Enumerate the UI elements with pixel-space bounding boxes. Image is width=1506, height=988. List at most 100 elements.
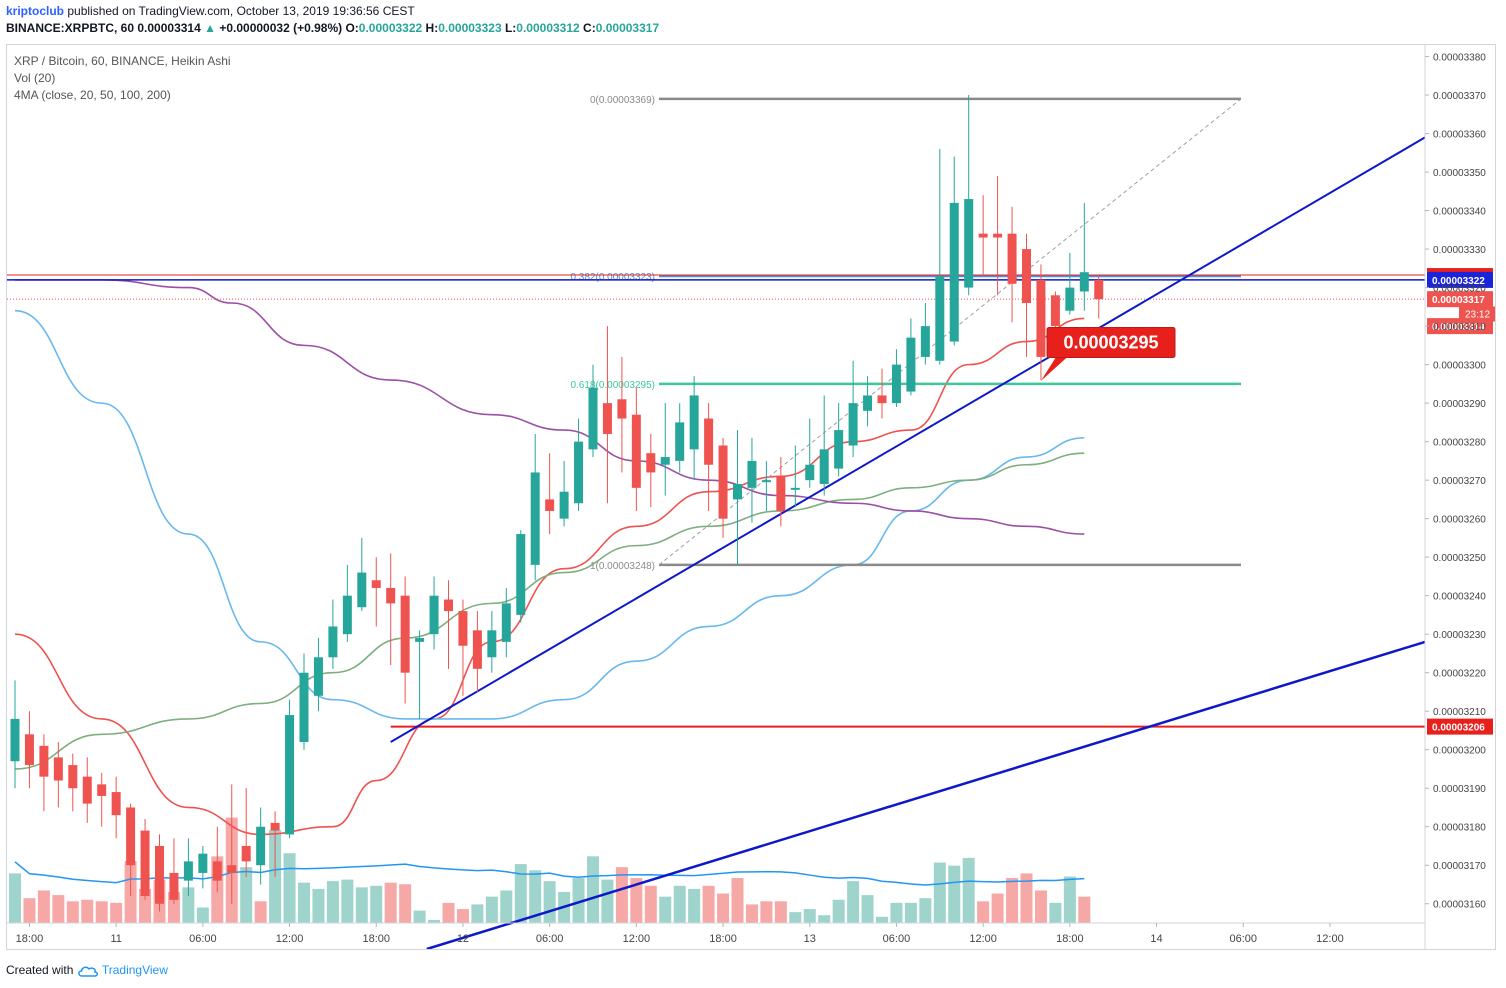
y-tick-label: 0.00003290 (1433, 399, 1486, 410)
volume-bar (933, 862, 946, 923)
volume-bar (196, 907, 209, 923)
candle-body (718, 445, 728, 519)
candle-body (140, 830, 150, 897)
publish-line: kriptoclub published on TradingView.com,… (6, 4, 415, 18)
candle-body (704, 418, 714, 465)
y-tick-label: 0.00003300 (1433, 361, 1486, 372)
candle-body (212, 861, 222, 881)
x-tick-label: 18:00 (16, 933, 44, 945)
price-axis-tag (1427, 291, 1493, 308)
volume-bar (587, 856, 599, 923)
candle-body (877, 395, 887, 404)
candle-body (198, 853, 208, 873)
candle-body (602, 403, 612, 434)
candle-body (1050, 295, 1060, 327)
candle-body (617, 399, 627, 419)
last-price: 0.00003314 (137, 21, 201, 35)
volume-bar (110, 902, 123, 923)
volume-bar (399, 884, 412, 923)
candle-body (516, 534, 526, 615)
volume-bar (37, 890, 50, 923)
chart-frame[interactable]: 0(0.00003369) 0.382(0.00003323) 0.618(0.00… (6, 44, 1496, 950)
price-axis-tag (1427, 718, 1493, 735)
candle-body (111, 792, 121, 816)
fib-level-label: 0(0.00003369) (590, 95, 655, 106)
price-axis-tag (1427, 271, 1493, 288)
volume-bar (832, 899, 845, 923)
legend-title[interactable]: XRP / Bitcoin, 60, BINANCE, Heikin Ashi (14, 54, 231, 68)
y-tick-label: 0.00003180 (1433, 823, 1486, 834)
volume-bar (644, 885, 657, 923)
volume-bar (283, 853, 296, 923)
candle-body (1036, 279, 1046, 357)
candle-body (530, 472, 540, 565)
legend-ma[interactable]: 4MA (close, 20, 50, 100, 200) (14, 88, 171, 102)
candle-body (82, 776, 92, 804)
y-tick-label: 0.00003230 (1433, 630, 1486, 641)
candle-body (97, 784, 107, 796)
candle-body (689, 395, 699, 450)
volume-bar (23, 898, 36, 923)
volume-bar (471, 904, 484, 923)
x-tick-label: 12 (457, 933, 469, 945)
volume-bar (95, 901, 108, 923)
y-tick-label: 0.00003190 (1433, 784, 1486, 795)
open-value: 0.00003322 (358, 21, 423, 35)
y-tick-label: 0.00003240 (1433, 592, 1486, 603)
candle-body (126, 807, 136, 866)
y-tick-label: 0.00003260 (1433, 515, 1486, 526)
publisher-name[interactable]: kriptoclub (6, 4, 65, 18)
volume-bar (991, 893, 1004, 923)
candle-body (906, 337, 916, 392)
candle-body (371, 580, 381, 588)
low-value: 0.00003312 (516, 21, 580, 35)
volume-bar (977, 901, 990, 923)
y-tick-label: 0.00003370 (1433, 91, 1486, 102)
volume-bar (731, 878, 744, 923)
volume-bar (962, 857, 975, 923)
candle-body (241, 845, 251, 862)
volume-bar (688, 888, 701, 923)
y-tick-label: 0.00003320 (1433, 284, 1486, 295)
callout-text: 0.00003295 (1063, 333, 1158, 353)
x-tick-label: 06:00 (189, 933, 217, 945)
candle-body (660, 457, 670, 465)
candle-body (949, 202, 959, 342)
volume-bar (384, 882, 397, 923)
candle-body (1079, 272, 1089, 292)
candle-body (848, 403, 858, 446)
volume-bar (1034, 890, 1047, 923)
tradingview-brand[interactable]: TradingView (101, 963, 168, 977)
y-tick-label: 0.00003280 (1433, 438, 1486, 449)
candle-body (761, 480, 771, 483)
legend-volume[interactable]: Vol (20) (14, 71, 56, 85)
volume-bar (1078, 896, 1091, 923)
candle-body (1094, 279, 1104, 300)
close-label: C: (583, 21, 596, 35)
volume-bar (745, 904, 758, 923)
candle-body (429, 595, 439, 635)
candle-body (501, 603, 511, 642)
y-tick-label: 0.00003360 (1433, 130, 1486, 141)
volume-bar (890, 902, 903, 923)
candle-body (819, 449, 829, 484)
price-chart[interactable]: 0(0.00003369) 0.382(0.00003323) 0.618(0.00… (7, 45, 1495, 949)
candle-body (155, 845, 164, 904)
candle-body (891, 364, 901, 404)
volume-bar (948, 865, 961, 923)
symbol-line: BINANCE:XRPBTC, 60 (6, 21, 135, 35)
countdown-tag (1459, 306, 1495, 322)
candle-body (285, 715, 295, 835)
price-axis-tag-text: 0.00003322 (1432, 276, 1485, 287)
x-tick-label: 06:00 (536, 933, 564, 945)
x-tick-label: 06:00 (1229, 933, 1257, 945)
candle-body (545, 499, 555, 511)
x-tick-label: 18:00 (709, 933, 737, 945)
volume-bar (919, 898, 932, 923)
fib-level-label: 0.618(0.00003295) (570, 380, 655, 391)
volume-bar (442, 902, 455, 923)
y-tick-label: 0.00003220 (1433, 669, 1486, 680)
candle-body (444, 599, 453, 612)
volume-bar (1049, 902, 1062, 923)
close-value: 0.00003317 (595, 21, 660, 35)
